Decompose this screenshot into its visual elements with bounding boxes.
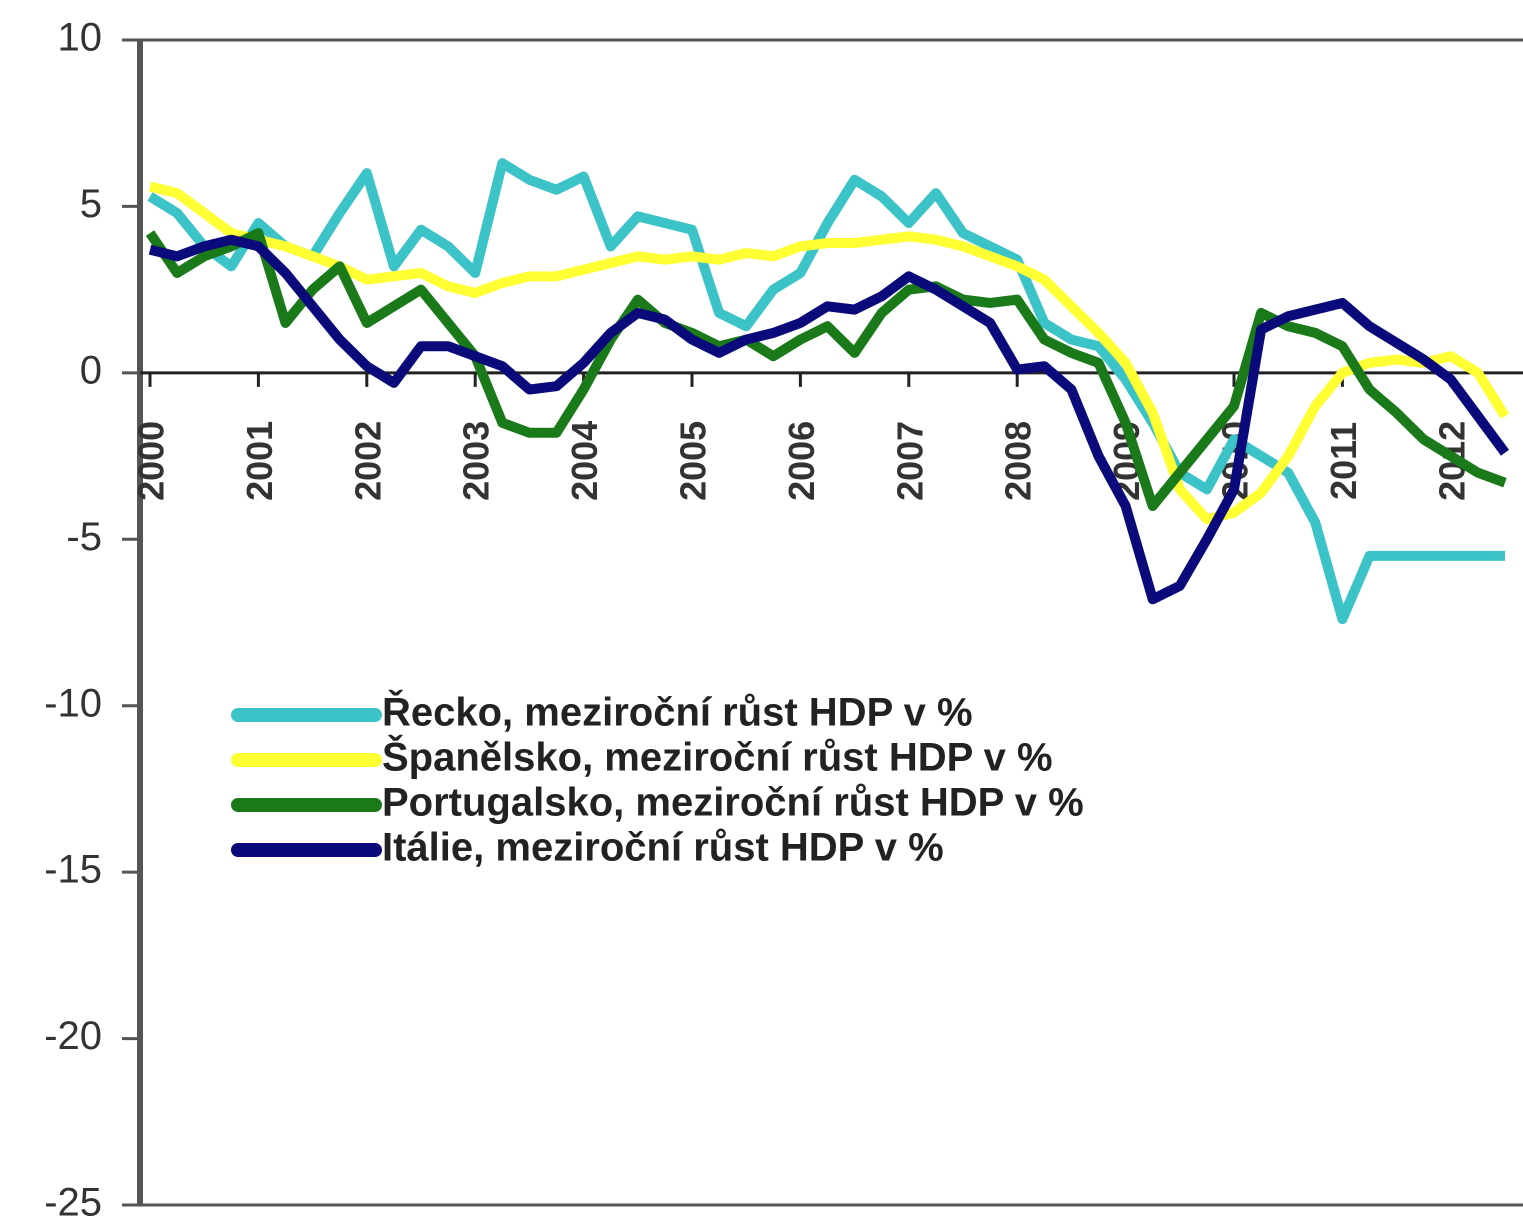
y-tick-label: -20 xyxy=(44,1014,102,1058)
x-tick-label: 2004 xyxy=(564,421,605,501)
series-line xyxy=(148,181,1510,525)
y-tick-label: -10 xyxy=(44,681,102,725)
legend-label: Španělsko, meziroční růst HDP v % xyxy=(382,734,1053,780)
x-tick-label: 2011 xyxy=(1323,422,1364,500)
y-tick-label: -5 xyxy=(66,515,102,559)
y-tick-label: 5 xyxy=(80,182,102,226)
x-tick-label: 2006 xyxy=(781,421,822,501)
legend-label: Řecko, meziroční růst HDP v % xyxy=(382,689,973,735)
x-tick-label: 2002 xyxy=(347,421,388,501)
legend-label: Itálie, meziroční růst HDP v % xyxy=(382,826,944,870)
series-line xyxy=(148,234,1510,605)
x-tick-label: 2007 xyxy=(889,421,930,501)
x-tick-label: 2008 xyxy=(998,421,1039,501)
y-tick-label: 0 xyxy=(80,348,102,392)
series-line xyxy=(147,158,1505,625)
x-tick-label: 2003 xyxy=(456,421,497,501)
y-tick-label: -25 xyxy=(44,1181,102,1223)
y-tick-label: -15 xyxy=(44,848,102,892)
x-tick-label: 2005 xyxy=(673,421,714,501)
x-tick-label: 2001 xyxy=(239,421,280,501)
legend-label: Portugalsko, meziroční růst HDP v % xyxy=(382,781,1084,825)
y-tick-label: 10 xyxy=(58,16,103,60)
x-tick-label: 2000 xyxy=(131,421,172,501)
